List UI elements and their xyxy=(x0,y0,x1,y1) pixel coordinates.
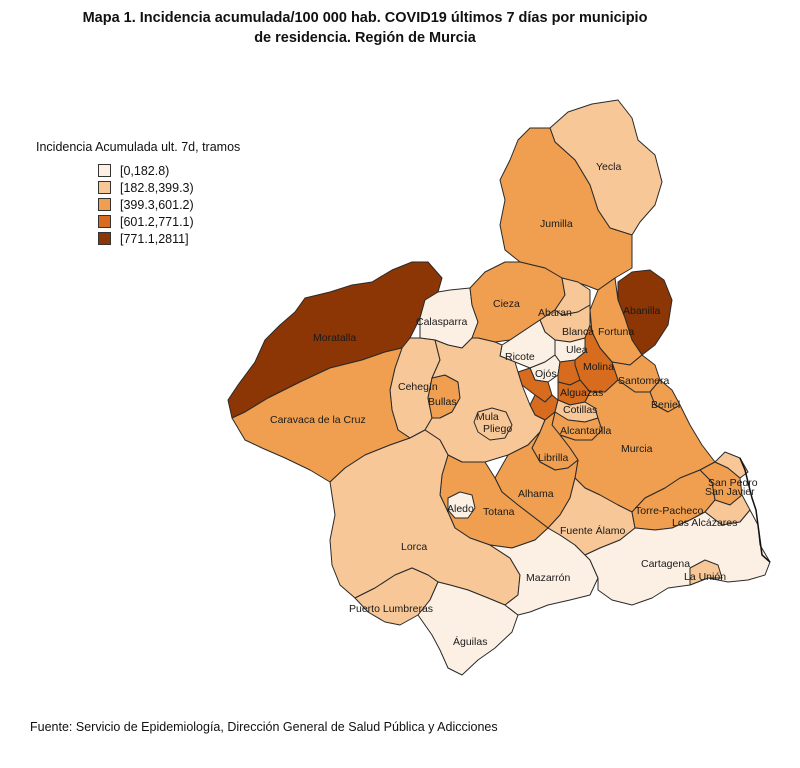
label-librilla: Librilla xyxy=(538,452,569,464)
label-la-union: La Unión xyxy=(684,571,726,583)
legend-swatch xyxy=(98,181,111,194)
map-title: Mapa 1. Incidencia acumulada/100 000 hab… xyxy=(0,8,730,48)
legend-swatch xyxy=(98,198,111,211)
label-aledo: Aledo xyxy=(447,503,474,515)
label-caravaca: Caravaca de la Cruz xyxy=(270,414,366,426)
legend-label: [601.2,771.1) xyxy=(120,214,194,229)
source-note: Fuente: Servicio de Epidemiología, Direc… xyxy=(30,720,498,734)
municipality-mazarron[interactable] xyxy=(489,527,599,616)
label-murcia: Murcia xyxy=(621,443,653,455)
label-aguilas: Águilas xyxy=(453,635,487,648)
municipality-pliego[interactable] xyxy=(473,407,513,441)
label-bullas: Bullas xyxy=(428,396,457,408)
municipality-la-union[interactable] xyxy=(689,559,723,586)
label-alcantarilla: Alcantarilla xyxy=(560,425,612,437)
label-fortuna: Fortuna xyxy=(598,326,634,338)
label-abanilla: Abanilla xyxy=(623,305,661,317)
legend-swatch xyxy=(98,215,111,228)
legend-item: [771.1,2811] xyxy=(98,230,240,247)
label-beniel: Beniel xyxy=(651,399,680,411)
label-santomera: Santomera xyxy=(618,375,670,387)
label-moratalla: Moratalla xyxy=(313,332,356,344)
label-molina: Molina xyxy=(583,361,614,373)
label-alhama: Alhama xyxy=(518,488,554,500)
label-cartagena: Cartagena xyxy=(641,558,690,570)
label-cehegin: Cehegín xyxy=(398,381,438,393)
label-ulea: Ulea xyxy=(566,344,588,356)
legend-label: [0,182.8) xyxy=(120,163,170,178)
label-calasparra: Calasparra xyxy=(416,316,468,328)
label-cotillas: Cotillas xyxy=(563,404,597,416)
municipality-aledo[interactable] xyxy=(447,491,476,519)
label-pliego: Pliego xyxy=(483,423,512,435)
label-san-pedro: San Pedro xyxy=(708,477,758,489)
label-lorca: Lorca xyxy=(401,541,427,553)
label-puerto-lumbreras: Puerto Lumbreras xyxy=(349,603,433,615)
label-totana: Totana xyxy=(483,506,515,518)
legend-item: [182.8,399.3) xyxy=(98,179,240,196)
labels-layer: Yecla Jumilla Abanilla Moratalla Calaspa… xyxy=(270,161,758,648)
legend-item: [0,182.8) xyxy=(98,162,240,179)
label-mula: Mula xyxy=(476,411,499,423)
municipality-jumilla[interactable] xyxy=(499,127,633,291)
label-torre-pacheco: Torre-Pacheco xyxy=(635,505,703,517)
label-mazarron: Mazarrón xyxy=(526,572,571,584)
coastline xyxy=(739,457,771,563)
label-san-javier: San Javier xyxy=(705,486,755,498)
label-blanca: Blanca xyxy=(562,326,594,338)
map-title-line1: Mapa 1. Incidencia acumulada/100 000 hab… xyxy=(82,10,648,26)
legend-label: [771.1,2811] xyxy=(120,231,189,246)
label-cieza: Cieza xyxy=(493,298,520,310)
legend-swatch xyxy=(98,164,111,177)
legend-item: [601.2,771.1) xyxy=(98,213,240,230)
municipality-caravaca[interactable] xyxy=(231,347,411,483)
label-yecla: Yecla xyxy=(596,161,621,173)
label-ricote: Ricote xyxy=(505,351,535,363)
legend-label: [399.3,601.2) xyxy=(120,197,194,212)
legend-item: [399.3,601.2) xyxy=(98,196,240,213)
label-fuente-alamo: Fuente Álamo xyxy=(560,524,626,537)
legend-title: Incidencia Acumulada ult. 7d, tramos xyxy=(36,140,241,154)
legend: Incidencia Acumulada ult. 7d, tramos [0,… xyxy=(36,140,240,247)
municipalities-layer xyxy=(227,99,771,676)
label-los-alcazares: Los Alcázares xyxy=(672,517,737,529)
label-ojos: Ojós xyxy=(535,368,557,380)
legend-label: [182.8,399.3) xyxy=(120,180,194,195)
map-title-line2: de residencia. Región de Murcia xyxy=(254,30,476,46)
label-alguazas: Alguazas xyxy=(560,387,603,399)
label-abaran: Abaran xyxy=(538,307,572,319)
municipality-aguilas[interactable] xyxy=(417,581,519,676)
label-jumilla: Jumilla xyxy=(540,218,573,230)
legend-swatch xyxy=(98,232,111,245)
